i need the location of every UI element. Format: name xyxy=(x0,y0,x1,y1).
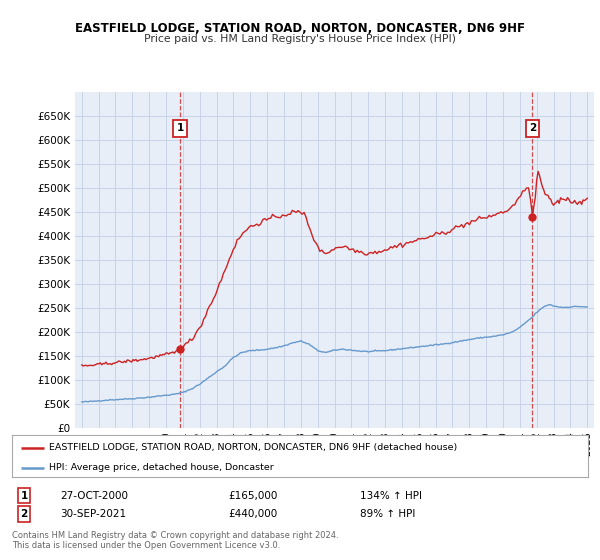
Text: £440,000: £440,000 xyxy=(228,509,277,519)
Text: HPI: Average price, detached house, Doncaster: HPI: Average price, detached house, Donc… xyxy=(49,463,274,473)
Text: EASTFIELD LODGE, STATION ROAD, NORTON, DONCASTER, DN6 9HF (detached house): EASTFIELD LODGE, STATION ROAD, NORTON, D… xyxy=(49,443,458,452)
Text: 89% ↑ HPI: 89% ↑ HPI xyxy=(360,509,415,519)
Text: 1: 1 xyxy=(176,123,184,133)
Text: 2: 2 xyxy=(20,509,28,519)
Text: 2: 2 xyxy=(529,123,536,133)
Text: 134% ↑ HPI: 134% ↑ HPI xyxy=(360,491,422,501)
Text: Contains HM Land Registry data © Crown copyright and database right 2024.
This d: Contains HM Land Registry data © Crown c… xyxy=(12,531,338,550)
Text: 27-OCT-2000: 27-OCT-2000 xyxy=(60,491,128,501)
Text: EASTFIELD LODGE, STATION ROAD, NORTON, DONCASTER, DN6 9HF: EASTFIELD LODGE, STATION ROAD, NORTON, D… xyxy=(75,22,525,35)
Text: Price paid vs. HM Land Registry's House Price Index (HPI): Price paid vs. HM Land Registry's House … xyxy=(144,34,456,44)
Text: 1: 1 xyxy=(20,491,28,501)
Text: 30-SEP-2021: 30-SEP-2021 xyxy=(60,509,126,519)
Text: £165,000: £165,000 xyxy=(228,491,277,501)
